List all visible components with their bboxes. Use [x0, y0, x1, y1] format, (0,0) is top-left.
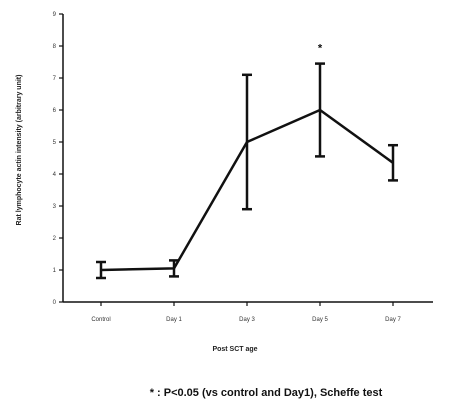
y-tick-label: 8	[53, 44, 57, 50]
y-tick-label: 7	[53, 76, 57, 82]
y-tick-label: 1	[53, 268, 57, 274]
y-tick-label: 5	[53, 140, 57, 146]
y-tick-label: 6	[53, 108, 57, 114]
y-tick-label: 9	[53, 12, 57, 18]
annotations: *	[318, 43, 323, 55]
y-ticks: 0 1 2 3 4 5 6 7 8 9	[53, 12, 63, 306]
footnote: * : P<0.05 (vs control and Day1), Scheff…	[150, 387, 383, 399]
significance-mark: *	[318, 43, 323, 55]
y-tick-label: 2	[53, 236, 57, 242]
series-line	[100, 108, 394, 272]
y-tick-label: 3	[53, 204, 57, 210]
x-tick-label: Day 5	[312, 317, 328, 323]
error-bars	[96, 62, 398, 280]
x-ticks: Control Day 1 Day 3 Day 5 Day 7	[91, 302, 401, 323]
x-tick-label: Control	[91, 317, 110, 323]
x-tick-label: Day 3	[239, 317, 255, 323]
y-axis-label: Rat lymphocyte actin intensity (arbitrar…	[16, 75, 23, 226]
x-axis-label: Post SCT age	[212, 346, 257, 353]
x-tick-label: Day 1	[166, 317, 182, 323]
x-tick-label: Day 7	[385, 317, 401, 323]
y-tick-label: 0	[53, 300, 57, 306]
y-tick-label: 4	[53, 172, 57, 178]
